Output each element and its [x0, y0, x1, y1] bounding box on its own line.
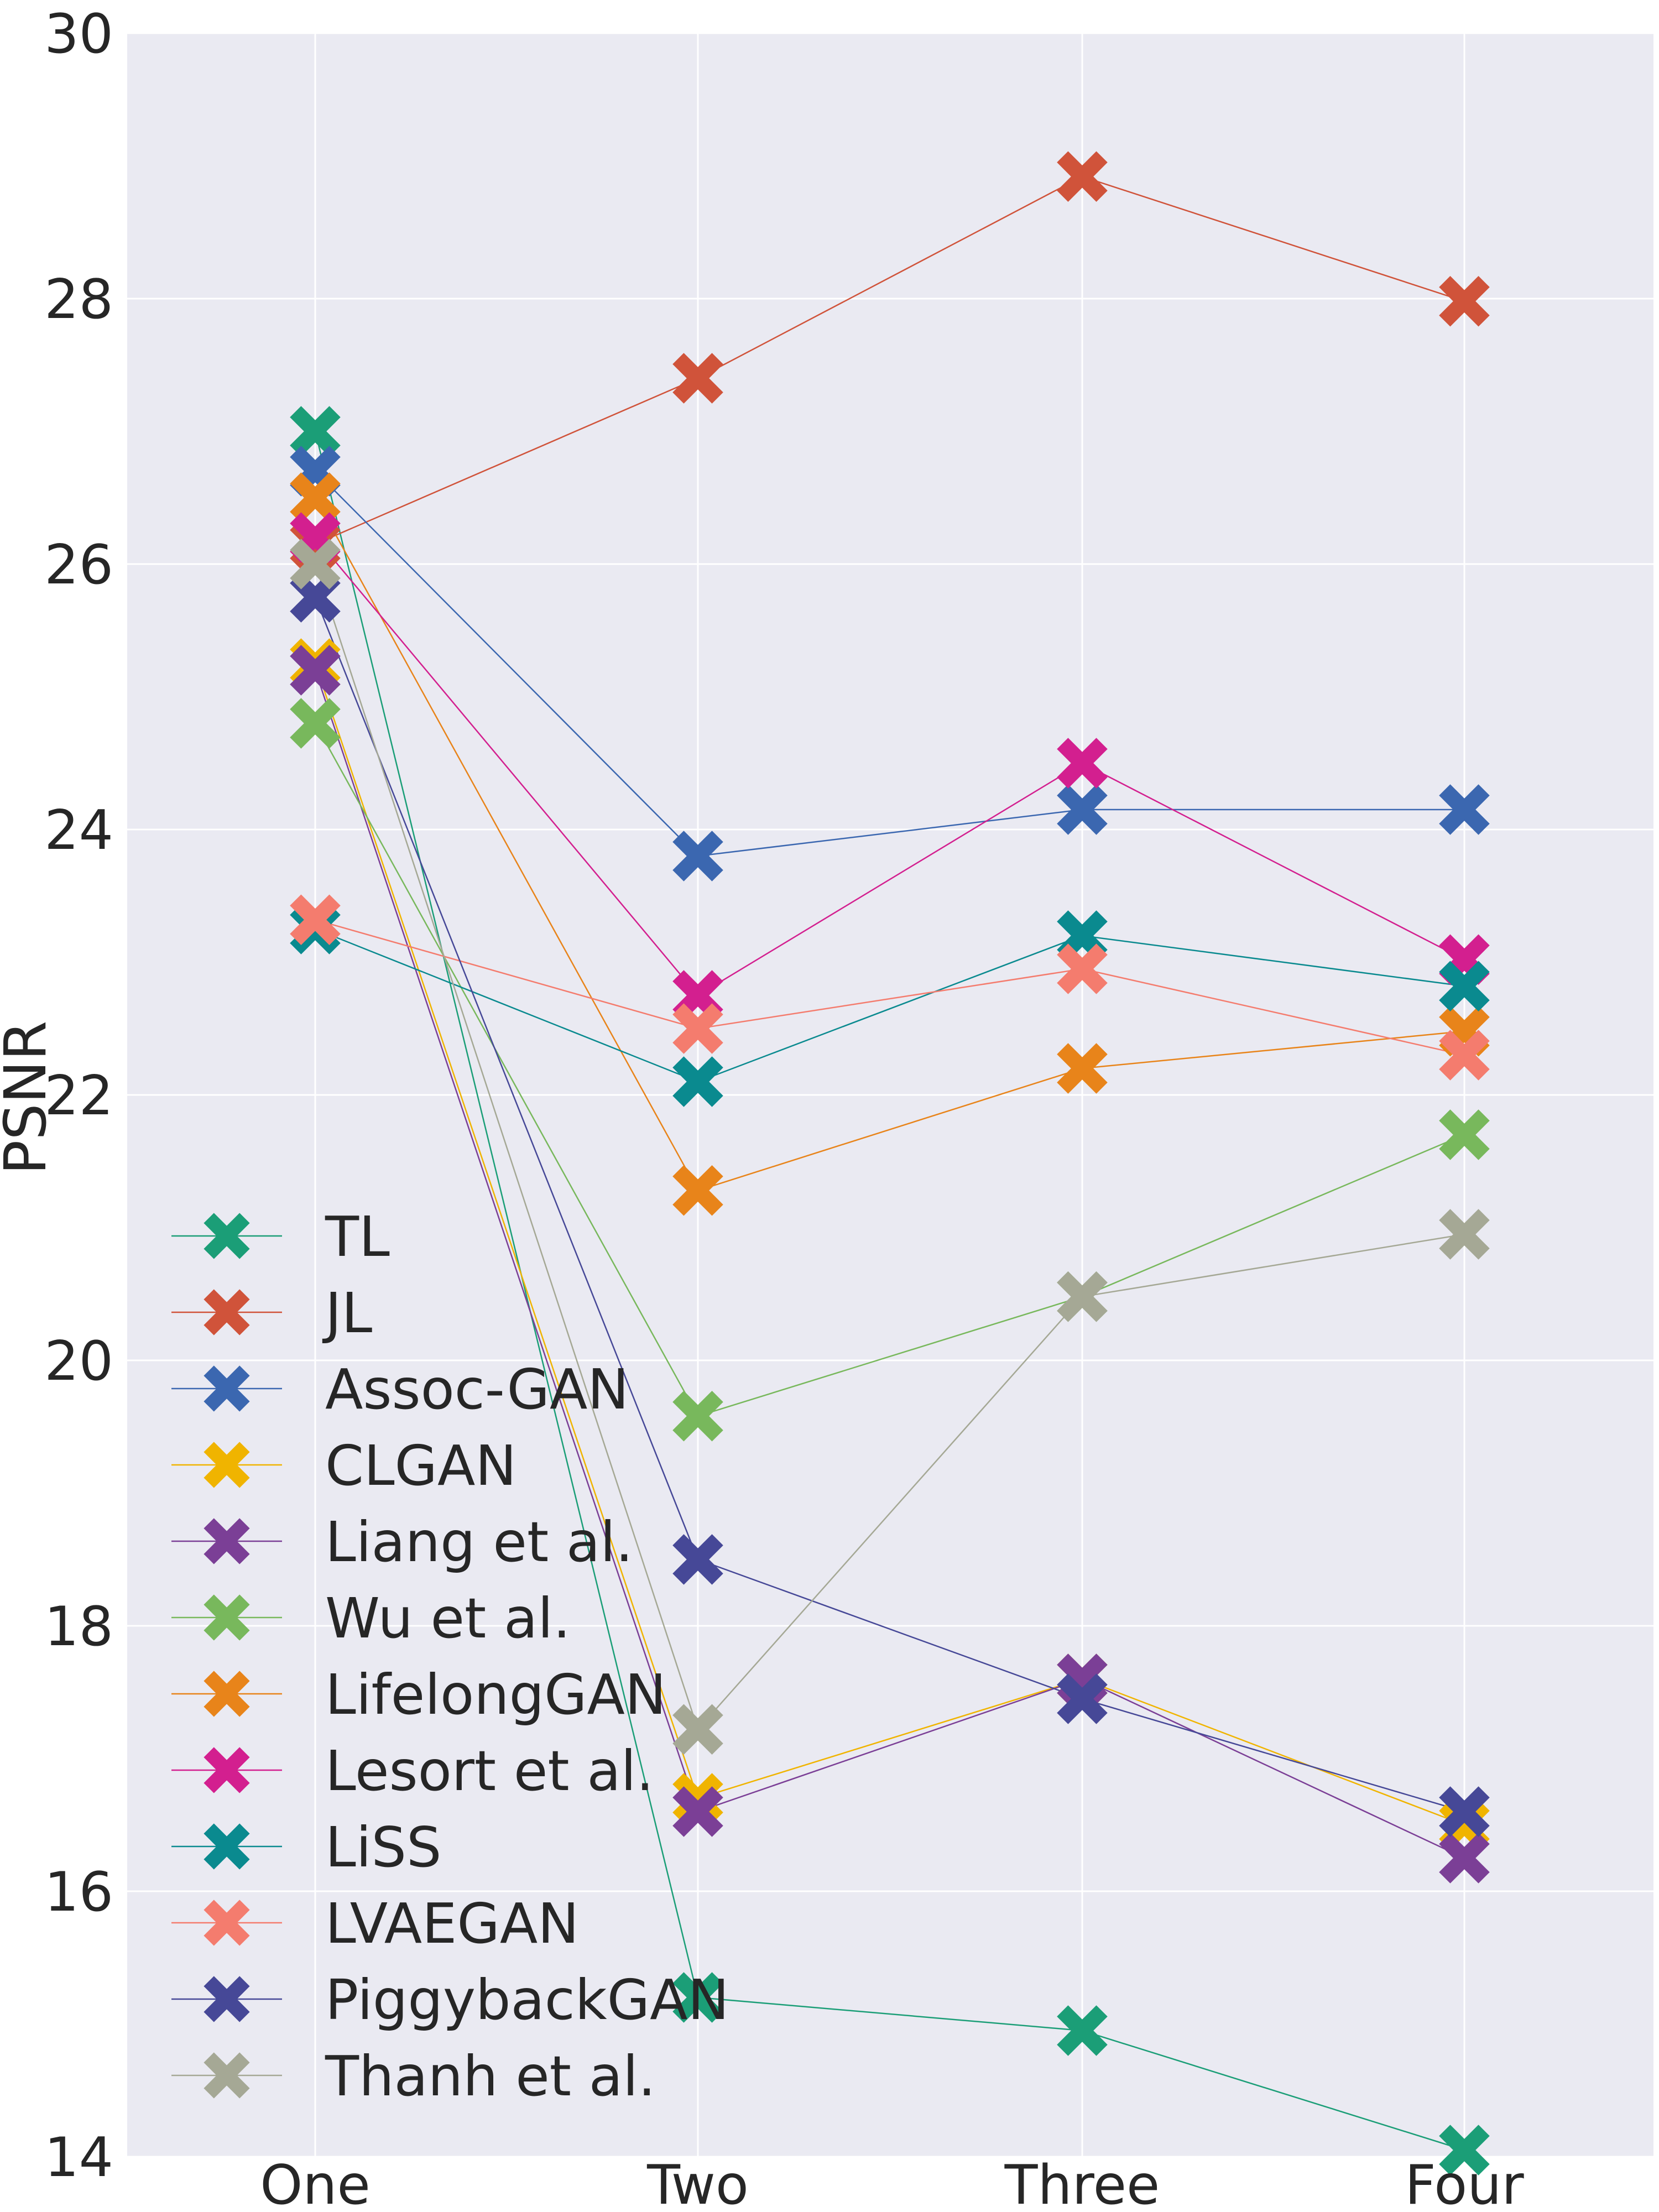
series-line-lifelonggan [314, 497, 1465, 1192]
y-tick-label: 28 [44, 268, 113, 331]
data-point-piggybackgan-two [672, 1534, 723, 1585]
data-point-liang-et-al-two [672, 1786, 723, 1837]
legend-label-liss: LiSS [325, 1815, 441, 1880]
x-tick-label-one: One [260, 2154, 371, 2212]
data-point-tl-one [290, 406, 341, 457]
y-gridlines [127, 32, 1653, 2158]
x-tick-label-four: Four [1405, 2154, 1524, 2212]
legend-marker-liss [204, 1823, 250, 1870]
series-line-clgan [314, 663, 1465, 1826]
data-point-liang-et-al-four [1439, 1833, 1490, 1884]
legend-marker-lesort-et-al [204, 1747, 250, 1793]
legend-label-clgan: CLGAN [325, 1433, 517, 1498]
data-point-tl-four [1439, 2125, 1490, 2176]
legend-label-lvaegan: LVAEGAN [325, 1891, 579, 1956]
legend-marker-piggybackgan [204, 1976, 250, 2022]
data-point-lvaegan-one [290, 894, 341, 945]
series-markers [290, 151, 1490, 2176]
y-tick-label: 20 [44, 1330, 113, 1393]
data-point-thanh-et-al-one [290, 539, 341, 589]
data-point-piggybackgan-four [1439, 1786, 1490, 1837]
legend-marker-tl [204, 1213, 250, 1259]
series-lines [314, 175, 1465, 2151]
y-tick-label: 26 [44, 534, 113, 597]
legend-label-liang-et-al: Liang et al. [325, 1510, 633, 1574]
legend-marker-thanh-et-al [204, 2052, 250, 2099]
legend-label-wu-et-al: Wu et al. [325, 1586, 571, 1651]
data-point-liang-et-al-one [290, 645, 341, 696]
data-point-lvaegan-four [1439, 1030, 1490, 1081]
series-line-piggybackgan [314, 597, 1465, 1813]
legend-marker-liang-et-al [204, 1518, 250, 1564]
data-point-assoc-gan-three [1057, 784, 1108, 835]
data-point-lvaegan-three [1057, 943, 1108, 994]
series-line-liss [315, 928, 1465, 1083]
data-point-thanh-et-al-four [1439, 1209, 1490, 1260]
data-point-tl-two [672, 1972, 723, 2023]
y-tick-label: 22 [44, 1065, 113, 1128]
data-point-tl-three [1057, 2005, 1108, 2056]
data-point-piggybackgan-three [1057, 1673, 1108, 1724]
series-line-assoc-gan [315, 471, 1464, 857]
legend-marker-lvaegan [204, 1900, 250, 1946]
legend-label-piggybackgan: PiggybackGAN [325, 1968, 729, 2032]
data-point-liss-four [1439, 961, 1490, 1011]
data-point-jl-two [672, 353, 723, 404]
series-line-liang-et-al [314, 670, 1465, 1859]
data-point-lvaegan-two [672, 1003, 723, 1054]
legend-label-tl: TL [325, 1204, 390, 1269]
legend-label-thanh-et-al: Thanh et al. [325, 2044, 656, 2109]
legend-marker-jl [204, 1289, 250, 1335]
data-point-thanh-et-al-two [672, 1704, 723, 1755]
series-line-jl [315, 175, 1465, 545]
series-line-tl [314, 431, 1465, 2151]
data-point-assoc-gan-four [1439, 784, 1490, 835]
legend-label-lesort-et-al: Lesort et al. [325, 1739, 654, 1803]
legend-label-assoc-gan: Assoc-GAN [325, 1357, 629, 1422]
data-point-liss-two [672, 1056, 723, 1107]
data-point-clgan-two [672, 1773, 723, 1824]
legend-marker-assoc-gan [204, 1365, 250, 1412]
legend-label-lifelonggan: LifelongGAN [325, 1662, 666, 1727]
series-line-lesort-et-al [315, 537, 1465, 997]
x-tick-label-three: Three [1004, 2154, 1160, 2212]
y-tick-label: 16 [44, 1861, 113, 1924]
data-point-wu-et-al-one [290, 698, 341, 749]
data-point-assoc-gan-two [672, 831, 723, 881]
data-point-wu-et-al-four [1439, 1109, 1490, 1160]
y-tick-label: 14 [44, 2126, 113, 2189]
data-point-jl-three [1057, 151, 1108, 202]
y-tick-label: 24 [44, 799, 113, 862]
data-point-jl-four [1439, 276, 1490, 327]
data-point-wu-et-al-two [672, 1391, 723, 1442]
series-line-lvaegan [315, 919, 1465, 1056]
series-line-wu-et-al [314, 723, 1465, 1417]
data-point-lifelonggan-one [290, 472, 341, 523]
x-tick-label-two: Two [646, 2154, 749, 2212]
y-axis-label: PSNR [0, 1021, 59, 1175]
legend-marker-wu-et-al [204, 1594, 250, 1641]
data-point-thanh-et-al-three [1057, 1271, 1108, 1322]
legend-marker-lifelonggan [204, 1671, 250, 1717]
y-tick-label: 18 [44, 1595, 113, 1658]
series-line-thanh-et-al [314, 564, 1465, 1731]
legend: TL JL Assoc-GAN CLGAN Liang et al. Wu et al. L… [171, 1204, 729, 2109]
data-point-lifelonggan-three [1057, 1043, 1108, 1094]
y-axis-ticks: 14 16 18 20 22 24 26 28 30 [44, 3, 113, 2189]
y-tick-label: 30 [44, 3, 113, 66]
legend-label-jl: JL [322, 1281, 372, 1345]
x-axis-ticks: One Two Three Four [260, 2154, 1524, 2212]
legend-marker-clgan [204, 1442, 250, 1488]
data-point-lesort-et-al-three [1057, 738, 1108, 789]
data-point-lifelonggan-two [672, 1165, 723, 1216]
